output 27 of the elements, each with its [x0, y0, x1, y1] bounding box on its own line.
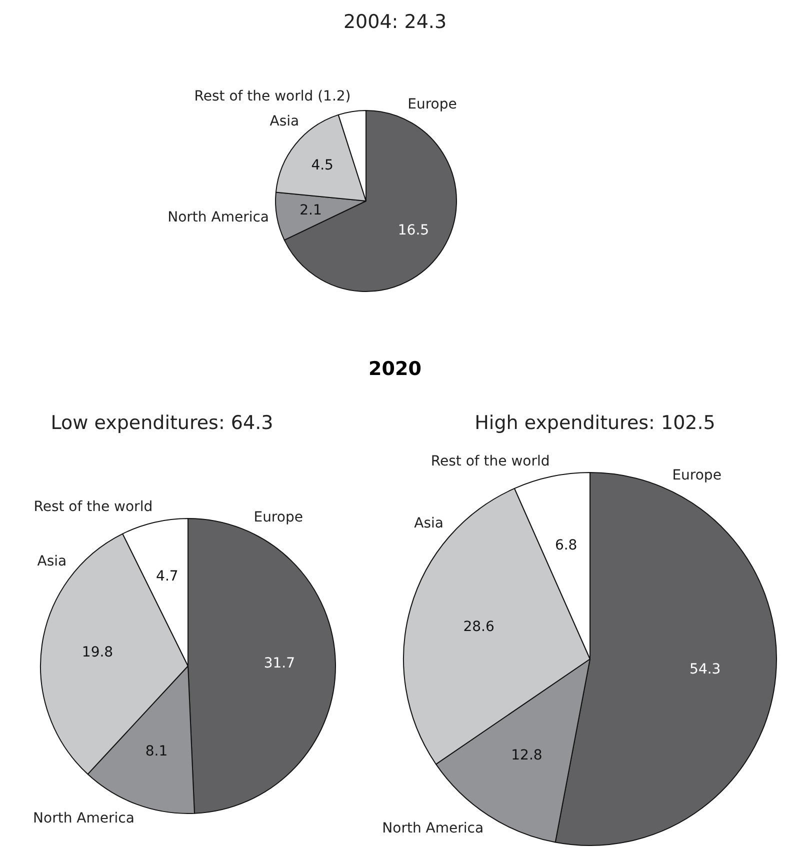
data-label: 8.1: [145, 743, 168, 760]
data-label: 19.8: [82, 644, 114, 661]
data-label: 31.7: [264, 656, 296, 672]
slice-label: Rest of the world: [430, 453, 550, 470]
slice-label: North America: [33, 810, 134, 827]
chart-title: Low expenditures: 64.3: [50, 412, 274, 434]
data-label: 6.8: [554, 538, 578, 554]
data-label: 2.1: [300, 202, 322, 218]
slice-label: North America: [382, 820, 484, 836]
slice-label: Europe: [254, 510, 303, 526]
data-label: 54.3: [690, 661, 721, 678]
data-label: 16.5: [398, 222, 430, 239]
chart-title: 2004: 24.3: [342, 11, 448, 33]
data-label: 4.5: [311, 157, 334, 174]
slice-label: Europe: [672, 467, 722, 484]
slice-label: Rest of the world: [34, 499, 153, 516]
slice-label: Asia: [414, 516, 444, 532]
data-label: 4.7: [156, 568, 178, 585]
text: 2020: [368, 358, 422, 380]
slice-label: Rest of the world (1.2): [194, 88, 351, 104]
data-label: 28.6: [463, 618, 494, 635]
chart-title: High expenditures: 102.5: [474, 412, 716, 434]
slice-label: Asia: [37, 553, 67, 570]
slice-label: North America: [168, 210, 269, 226]
slice-label: Asia: [270, 113, 300, 130]
data-label: 12.8: [511, 747, 542, 764]
slice-label: Europe: [408, 96, 457, 112]
